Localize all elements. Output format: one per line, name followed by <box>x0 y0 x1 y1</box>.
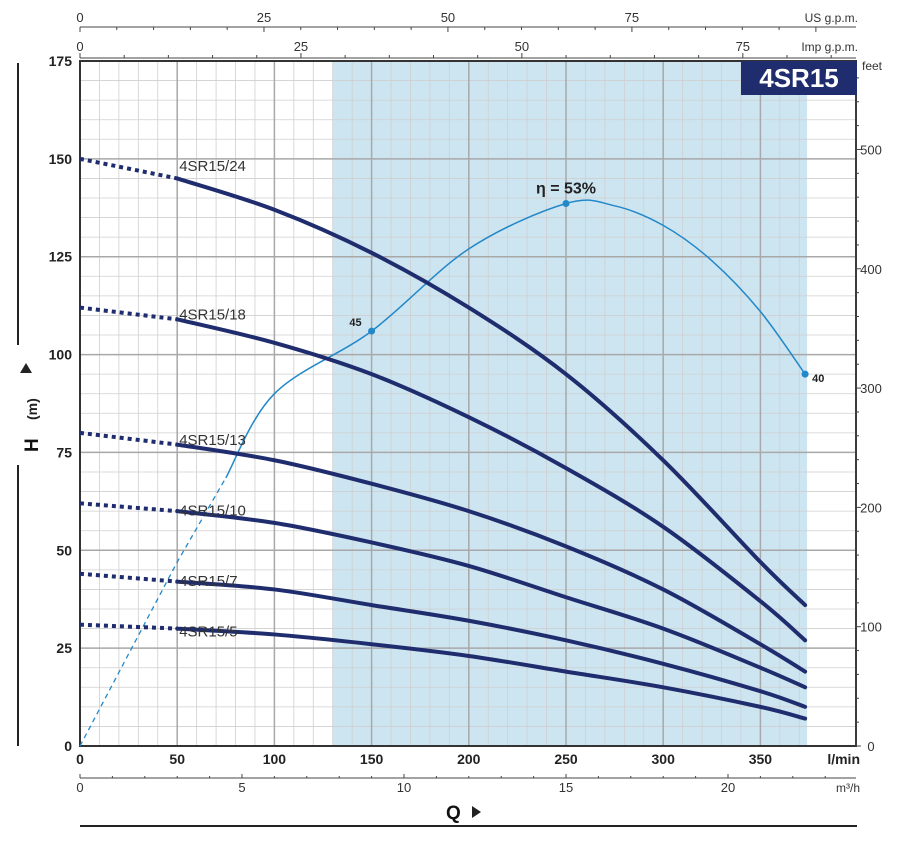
pump-curve-dashed <box>79 622 178 631</box>
y-tick-label: 150 <box>49 151 73 167</box>
efficiency-curve-dashed <box>79 477 227 747</box>
pump-curve <box>175 176 808 608</box>
y-tick-label: 0 <box>64 738 72 754</box>
imp-gpm-tick-label: 50 <box>515 39 529 54</box>
x-tick-label: 350 <box>749 751 773 767</box>
imp-gpm-tick-label: 25 <box>294 39 308 54</box>
m3h-tick-label: 5 <box>238 780 245 795</box>
feet-tick-label: 400 <box>860 262 882 277</box>
pump-curve-label: 4SR15/13 <box>179 432 246 449</box>
x-tick-label: 150 <box>360 751 384 767</box>
pump-curve-label: 4SR15/24 <box>179 158 246 175</box>
x-tick-label: 200 <box>457 751 481 767</box>
imp-gpm-tick-label: 0 <box>76 39 83 54</box>
pump-curves: 4SR15/24 4SR15/18 4SR15/13 4SR15/10 4SR15/7 4… <box>79 156 808 721</box>
model-badge-text: 4SR15 <box>759 63 839 93</box>
y-axis-title-bg <box>8 345 28 465</box>
pump-curve-dashed <box>79 501 178 514</box>
efficiency-peak-label: η = 53% <box>536 180 596 197</box>
m3h-tick-label: 0 <box>76 780 83 795</box>
y-tick-label: 175 <box>49 53 73 69</box>
us-gpm-tick-label: 50 <box>441 10 455 25</box>
pump-curve-dashed <box>79 156 178 181</box>
imp-gpm-tick-label: 75 <box>736 39 750 54</box>
pump-curve-dashed <box>79 571 178 584</box>
y-tick-label: 50 <box>56 542 72 558</box>
pump-curve-label: 4SR15/10 <box>179 502 246 519</box>
imp-gpm-unit-label: Imp g.p.m. <box>801 40 858 54</box>
efficiency-marker <box>562 199 570 207</box>
x-tick-label: 250 <box>554 751 578 767</box>
x-tick-label: 0 <box>76 751 84 767</box>
efficiency-marker <box>368 327 376 335</box>
pump-curve-label: 4SR15/7 <box>179 573 237 590</box>
pump-curve-dashed <box>79 430 178 447</box>
pump-curve <box>175 579 808 709</box>
x-unit-label: l/min <box>827 751 860 767</box>
y-axis-title-text: H <box>22 438 43 452</box>
feet-tick-label: 0 <box>867 739 874 754</box>
m3h-tick-label: 10 <box>397 780 411 795</box>
model-badge-bg <box>741 61 857 95</box>
minor-grid <box>80 61 856 746</box>
feet-tick-label: 200 <box>860 500 882 515</box>
m3h-tick-label: 15 <box>559 780 573 795</box>
x-tick-label: 50 <box>169 751 185 767</box>
pump-curve <box>175 442 808 674</box>
m3h-tick-label: 20 <box>721 780 735 795</box>
efficiency-marker-label: 45 <box>349 317 361 329</box>
pump-curve <box>175 317 808 643</box>
x-axis-arrow-icon <box>472 806 481 818</box>
pump-curve <box>175 509 808 690</box>
m3h-unit-label: m³/h <box>836 781 860 795</box>
pump-curve-label: 4SR15/18 <box>179 307 246 324</box>
x-tick-label: 100 <box>263 751 287 767</box>
model-badge: 4SR15 <box>741 61 857 95</box>
y-tick-label: 75 <box>56 444 72 460</box>
pump-curve <box>175 626 808 721</box>
feet-tick-label: 100 <box>860 620 882 635</box>
pump-curve-dashed <box>79 305 178 322</box>
x-axis-title: Q <box>80 803 857 827</box>
pump-curve-label: 4SR15/5 <box>179 624 237 641</box>
major-grid <box>80 61 856 746</box>
feet-tick-label: 500 <box>860 142 882 157</box>
efficiency-marker-label: 40 <box>812 373 824 385</box>
feet-tick-label: 300 <box>860 381 882 396</box>
y-axis-title: (m) H <box>8 63 43 746</box>
y-tick-label: 100 <box>49 347 73 363</box>
us-gpm-tick-label: 25 <box>257 10 271 25</box>
us-gpm-tick-label: 0 <box>76 10 83 25</box>
us-gpm-unit-label: US g.p.m. <box>805 11 858 25</box>
operating-range-band <box>332 61 808 746</box>
us-gpm-tick-label: 75 <box>625 10 639 25</box>
y-axis-arrow-icon <box>20 363 32 373</box>
x-tick-label: 300 <box>652 751 676 767</box>
y-axis-title-unit: (m) <box>24 398 40 420</box>
y-tick-label: 25 <box>56 640 72 656</box>
y-tick-label: 125 <box>49 249 73 265</box>
efficiency-marker <box>801 370 809 378</box>
efficiency-curve-layer: 45 η = 53% 40 <box>79 180 824 747</box>
feet-unit-label: feet <box>862 59 883 73</box>
x-axis-title-text: Q <box>446 803 461 824</box>
